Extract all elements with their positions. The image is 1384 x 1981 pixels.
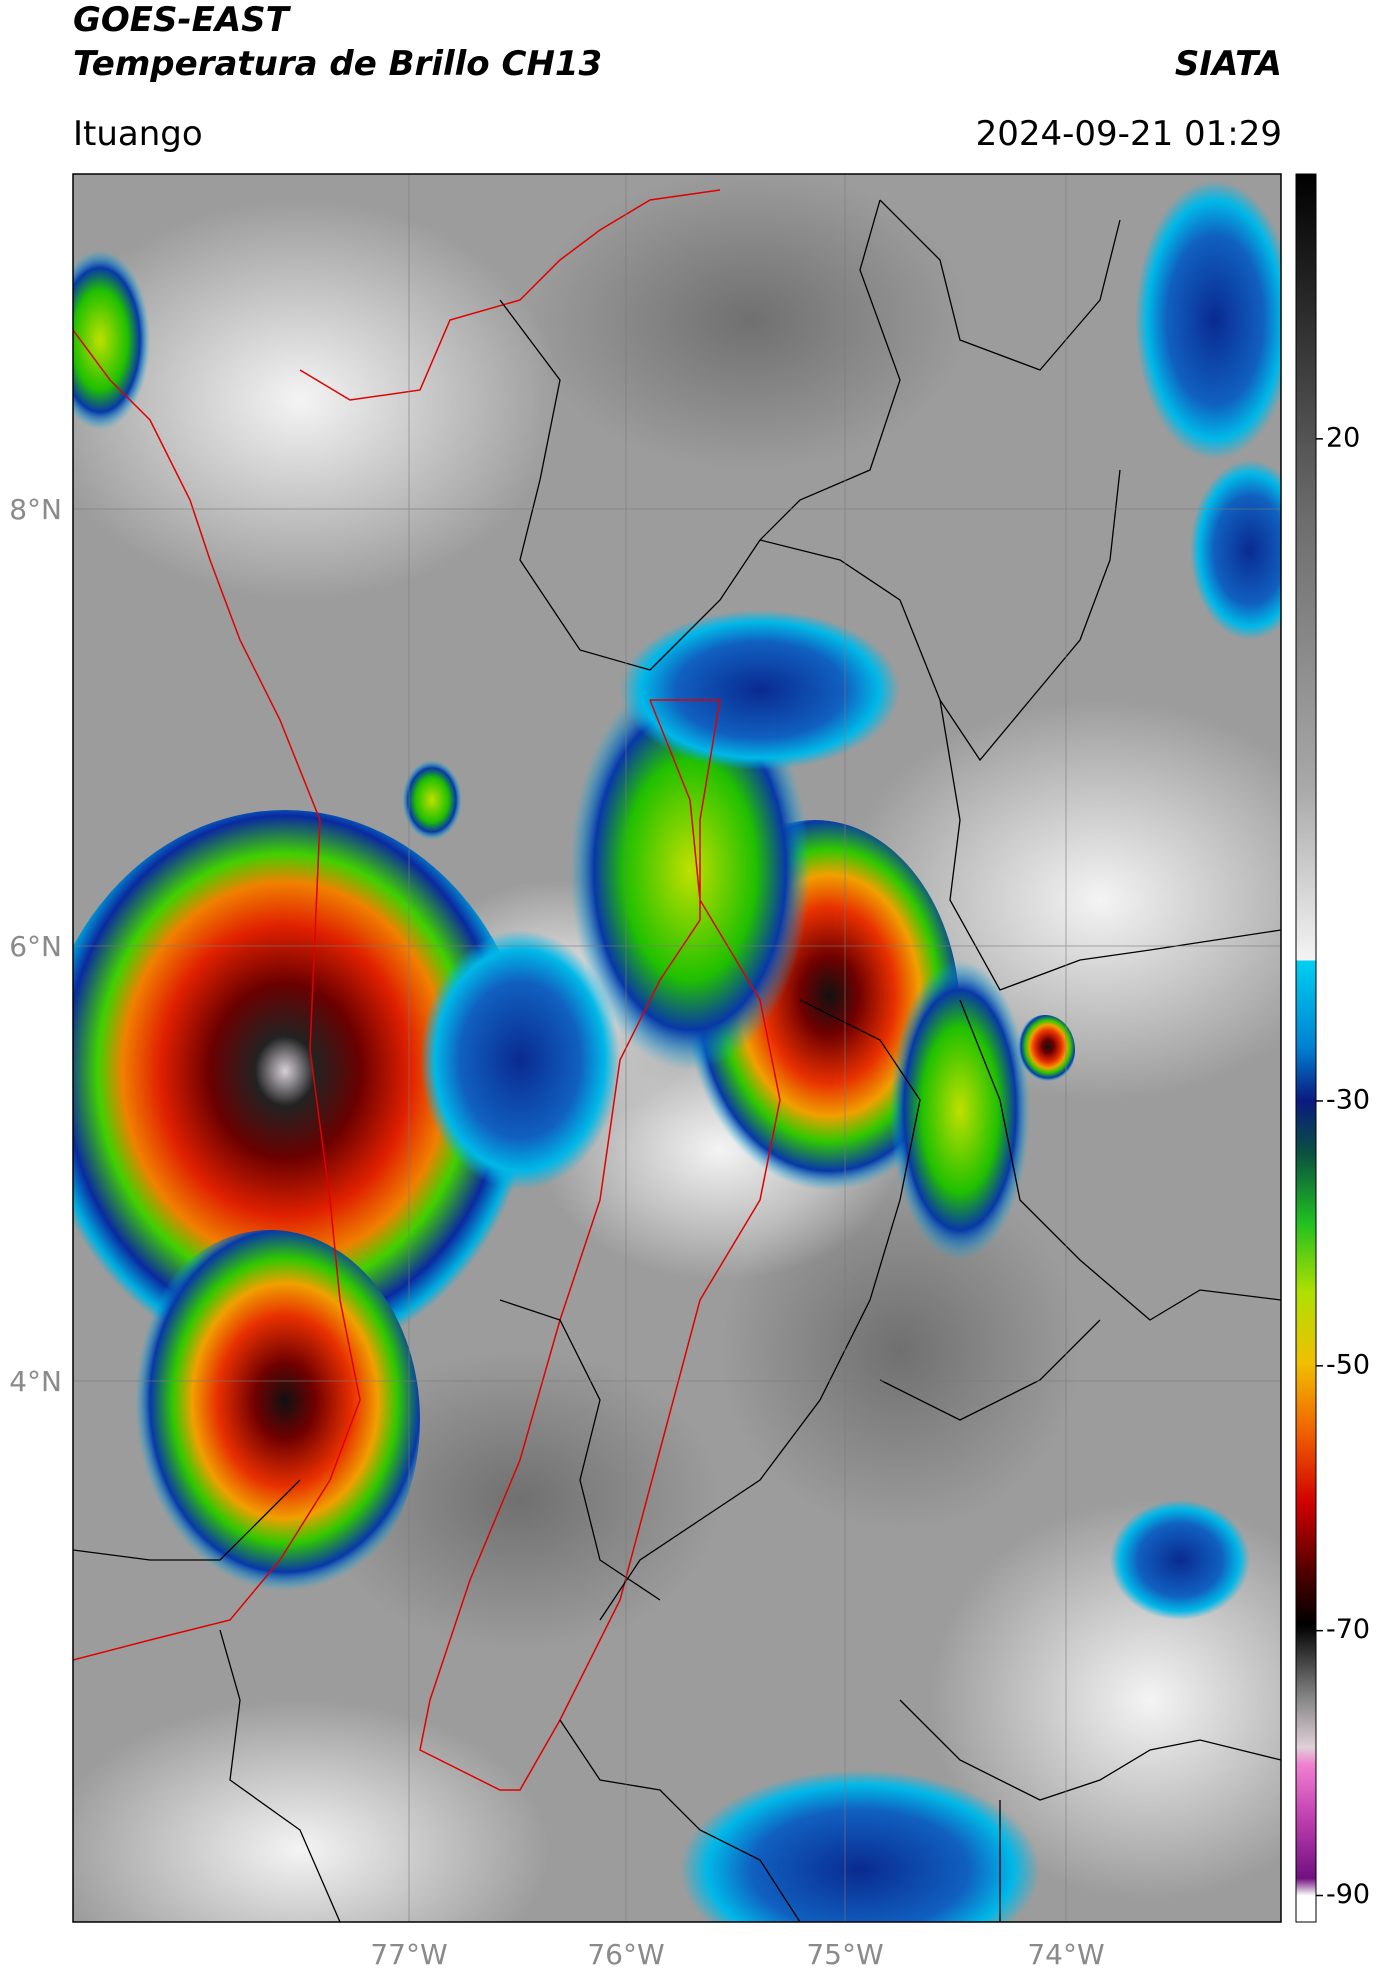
satellite-image: [73, 174, 1281, 1922]
colorbar-ticks: 20 -30 -50 -70 -90: [1316, 422, 1370, 1910]
location: Ituango: [73, 114, 203, 154]
graticule: [73, 174, 1281, 1922]
lon-label: 75°W: [806, 1938, 883, 1971]
subtitle: Temperatura de Brillo CH13: [73, 44, 603, 84]
title: GOES-EAST: [73, 0, 289, 40]
lat-label: 6°N: [9, 930, 62, 963]
map-frame: [72, 173, 1282, 1923]
lat-label: 8°N: [9, 493, 62, 526]
colorbar-tick-label: -90: [1326, 1879, 1370, 1910]
colorbar-tick-label: -70: [1326, 1614, 1370, 1645]
brand: SIATA: [1174, 44, 1282, 84]
lon-label: 74°W: [1027, 1938, 1104, 1971]
datetime: 2024-09-21 01:29: [975, 114, 1282, 154]
colorbar-tick-label: -50: [1326, 1349, 1370, 1380]
colorbar-tick-label: 20: [1326, 422, 1360, 453]
lat-label: 4°N: [9, 1365, 62, 1398]
lon-label: 77°W: [370, 1938, 447, 1971]
lon-label: 76°W: [587, 1938, 664, 1971]
colorbar-tick-label: -30: [1326, 1084, 1370, 1115]
colorbar: [1295, 173, 1317, 1923]
